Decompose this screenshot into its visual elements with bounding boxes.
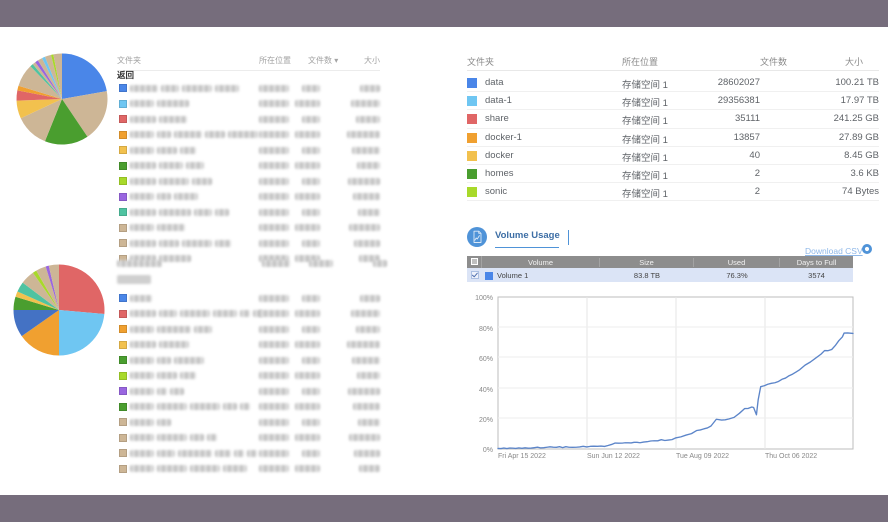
svg-text:80%: 80% [479, 326, 493, 333]
svg-text:60%: 60% [479, 356, 493, 363]
svg-text:40%: 40% [479, 387, 493, 394]
svg-text:Thu Oct 06 2022: Thu Oct 06 2022 [765, 453, 817, 460]
svg-text:20%: 20% [479, 417, 493, 424]
svg-text:0%: 0% [483, 447, 493, 454]
svg-text:Fri Apr 15 2022: Fri Apr 15 2022 [498, 453, 546, 460]
svg-text:Tue Aug 09 2022: Tue Aug 09 2022 [676, 453, 729, 460]
svg-text:100%: 100% [475, 295, 493, 302]
svg-text:Sun Jun 12 2022: Sun Jun 12 2022 [587, 453, 640, 460]
